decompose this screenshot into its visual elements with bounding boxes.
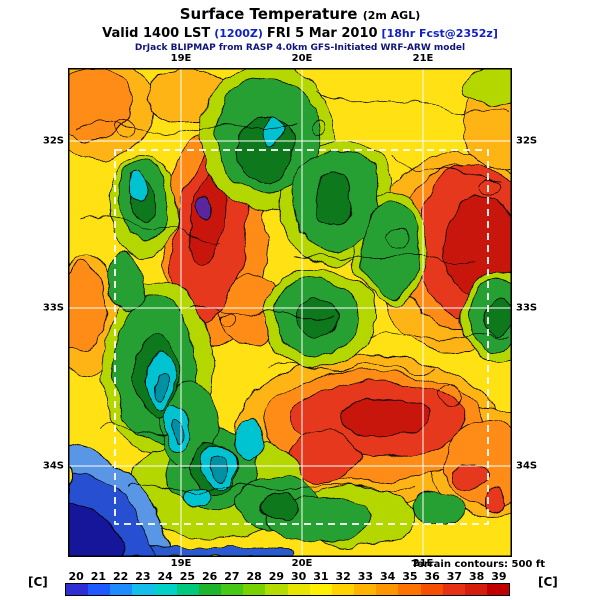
colorbar-cell bbox=[287, 584, 310, 595]
colorbar-cell bbox=[88, 584, 111, 595]
valid-prefix: Valid 1400 LST bbox=[102, 25, 211, 41]
colorbar-value: 35 bbox=[402, 570, 418, 583]
colorbar-cell bbox=[376, 584, 399, 595]
temperature-map-canvas bbox=[68, 68, 512, 557]
page-title: Surface Temperature (2m AGL) bbox=[0, 5, 600, 25]
colorbar-cell bbox=[331, 584, 355, 595]
colorbar-cell bbox=[176, 584, 199, 595]
valid-date: FRI 5 Mar 2010 bbox=[266, 25, 378, 41]
valid-time-line: Valid 1400 LST (1200Z) FRI 5 Mar 2010 [18hr… bbox=[0, 26, 600, 43]
colorbar-cell bbox=[309, 584, 332, 595]
colorbar-values: 20 21 22 23 24 25 26 27 28 29 30 31 32 33 34 35 36 37 38 39 bbox=[65, 570, 510, 583]
lon-tick-20e-bottom: 20E bbox=[291, 558, 313, 569]
title-main: Surface Temperature bbox=[179, 5, 358, 23]
colorbar-value: 34 bbox=[379, 570, 396, 583]
colorbar-value: 33 bbox=[357, 570, 374, 583]
colorbar-value: 25 bbox=[179, 570, 196, 583]
colorbar-cell bbox=[464, 584, 487, 595]
colorbar-cell bbox=[154, 584, 177, 595]
header: Surface Temperature (2m AGL) Valid 1400 … bbox=[0, 5, 600, 55]
lon-tick-20e-top: 20E bbox=[291, 53, 313, 64]
colorbar-value: 24 bbox=[157, 570, 173, 583]
colorbar-unit-right: [C] bbox=[538, 575, 558, 589]
colorbar-value: 38 bbox=[468, 570, 485, 583]
colorbar-value: 23 bbox=[135, 570, 151, 583]
colorbar-value: 39 bbox=[491, 570, 507, 583]
colorbar-value: 22 bbox=[112, 570, 129, 583]
colorbar-cell bbox=[442, 584, 465, 595]
colorbar-cell bbox=[198, 584, 222, 595]
colorbar-value: 37 bbox=[446, 570, 463, 583]
temperature-map bbox=[68, 68, 512, 557]
colorbar-value: 27 bbox=[224, 570, 240, 583]
colorbar-cell bbox=[265, 584, 288, 595]
forecast-hour: [18hr Fcst@2352z] bbox=[381, 26, 498, 40]
valid-zulu: (1200Z) bbox=[214, 26, 263, 40]
colorbar-value: 21 bbox=[90, 570, 107, 583]
colorbar-cell bbox=[420, 584, 443, 595]
latlon-grid bbox=[68, 68, 512, 557]
colorbar-cell bbox=[110, 584, 133, 595]
colorbar-cell bbox=[398, 584, 421, 595]
lat-tick-32s-right: 32S bbox=[516, 135, 538, 147]
colorbar-cell bbox=[66, 584, 89, 595]
colorbar-value: 36 bbox=[424, 570, 440, 583]
map-border bbox=[68, 68, 512, 557]
colorbar-unit-left: [C] bbox=[28, 575, 48, 589]
lon-tick-21e-top: 21E bbox=[412, 53, 434, 64]
colorbar-value: 29 bbox=[268, 570, 285, 583]
colorbar-value: 28 bbox=[246, 570, 262, 583]
terrain-contour-lines bbox=[77, 92, 511, 493]
title-suffix: (2m AGL) bbox=[362, 9, 421, 22]
lat-tick-33s-left: 33S bbox=[42, 302, 64, 314]
terrain-note: Terrain contours: 500 ft bbox=[411, 559, 545, 570]
lon-tick-21e-bottom: 21E bbox=[412, 558, 434, 569]
lat-tick-32s-left: 32S bbox=[42, 135, 64, 147]
colorbar-value: 31 bbox=[313, 570, 329, 583]
colorbar-value: 30 bbox=[290, 570, 307, 583]
lat-tick-34s-left: 34S bbox=[42, 460, 64, 472]
lat-tick-33s-right: 33S bbox=[516, 302, 538, 314]
lat-tick-34s-right: 34S bbox=[516, 460, 538, 472]
lon-tick-19e-bottom: 19E bbox=[170, 558, 192, 569]
colorbar-value: 32 bbox=[335, 570, 351, 583]
colorbar-strip bbox=[65, 583, 510, 596]
colorbar-cell bbox=[221, 584, 244, 595]
colorbar-cell bbox=[132, 584, 155, 595]
colorbar-value: 20 bbox=[68, 570, 84, 583]
colorbar-cell bbox=[486, 584, 510, 595]
domain-boundary-dashed bbox=[114, 149, 489, 525]
lon-tick-19e-top: 19E bbox=[170, 53, 192, 64]
colorbar-cell bbox=[354, 584, 377, 595]
model-attribution: DrJack BLIPMAP from RASP 4.0km GFS-Initi… bbox=[134, 43, 466, 54]
colorbar-cell bbox=[243, 584, 266, 595]
colorbar-value: 26 bbox=[201, 570, 218, 583]
